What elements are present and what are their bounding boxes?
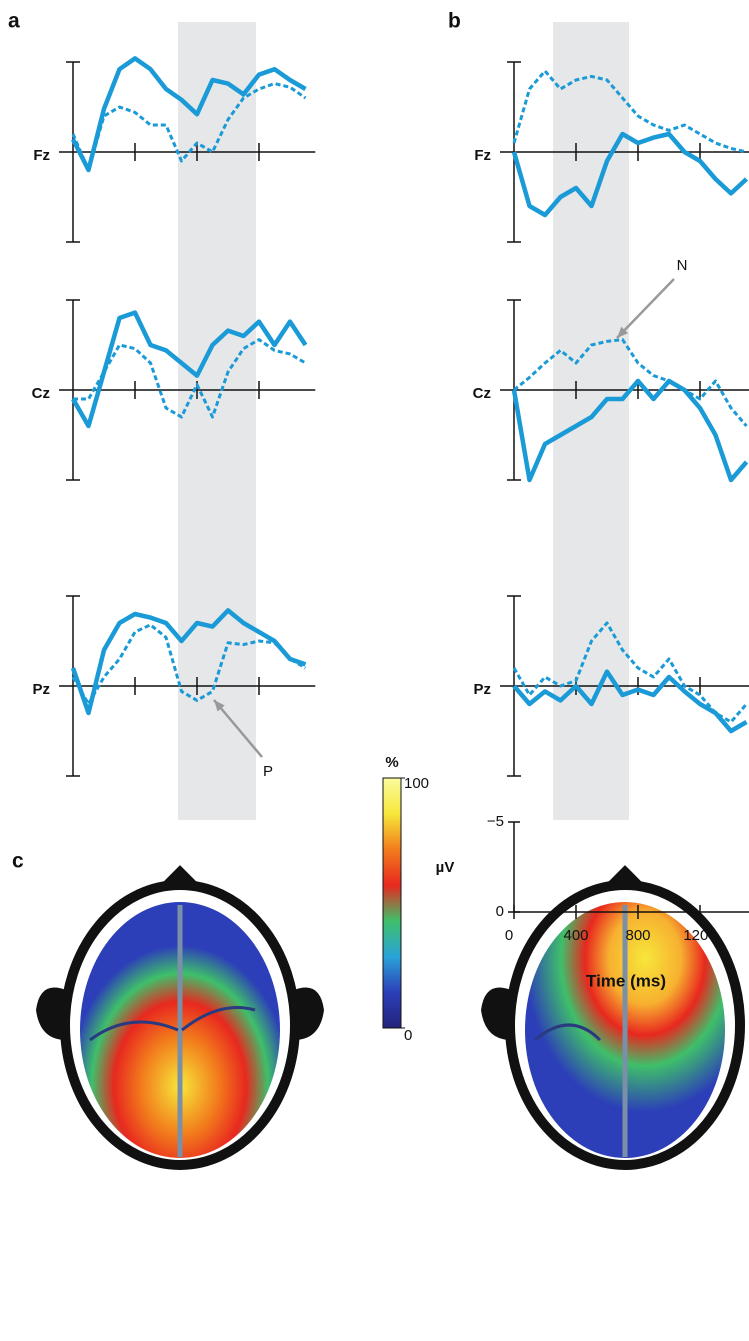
erp-line	[71, 623, 307, 706]
x-tick-label: 800	[625, 927, 650, 944]
erp-line	[511, 378, 749, 483]
erp-line	[512, 669, 748, 734]
annotation-arrow	[213, 699, 263, 758]
erp-line	[512, 69, 747, 154]
x-axis-label: Time (ms)	[586, 971, 666, 990]
y-axis-label: µV	[436, 859, 455, 876]
erp-line	[70, 56, 307, 173]
panel-label: c	[12, 850, 24, 873]
head-right	[481, 865, 745, 1170]
annotation: P	[263, 763, 273, 780]
colorbar-tick-label: 100	[404, 775, 429, 792]
electrode-label: Pz	[32, 681, 50, 698]
erp-line	[512, 621, 748, 724]
x-tick-label: 1200	[683, 927, 716, 944]
erp-chart: Cz N	[473, 257, 749, 483]
head-left	[36, 865, 324, 1170]
panel-label: a	[8, 10, 20, 33]
electrode-label: Cz	[473, 385, 491, 402]
arrow-head	[617, 326, 629, 338]
electrode-label: Fz	[33, 147, 50, 164]
erp-line	[73, 338, 307, 419]
arrow-head	[214, 700, 225, 712]
colorbar-tick-label: 0	[404, 1027, 412, 1044]
analysis-window	[177, 22, 257, 820]
erp-line	[513, 338, 748, 427]
panel-label: b	[448, 10, 461, 33]
erp-line	[70, 608, 307, 716]
erp-chart: Pz	[473, 595, 749, 777]
x-tick-label: 0	[505, 927, 513, 944]
erp-chart: Fz	[33, 56, 316, 243]
colorbar-label: %	[385, 754, 398, 771]
annotation-arrow	[616, 278, 675, 339]
erp-line	[71, 310, 308, 429]
annotation: N	[677, 257, 688, 274]
erp-line	[71, 82, 307, 172]
x-tick-label: 400	[563, 927, 588, 944]
electrode-label: Fz	[474, 147, 491, 164]
colorbar	[382, 777, 402, 1029]
y-tick-label: −5	[487, 813, 504, 830]
erp-chart: Fz	[474, 61, 749, 243]
erp-line	[511, 131, 749, 218]
erp-chart: Pz P	[32, 595, 316, 780]
topographic-maps	[36, 865, 745, 1170]
electrode-label: Cz	[32, 385, 50, 402]
erp-chart: Cz	[32, 299, 316, 481]
electrode-label: Pz	[473, 681, 491, 698]
y-tick-label: 0	[496, 903, 504, 920]
